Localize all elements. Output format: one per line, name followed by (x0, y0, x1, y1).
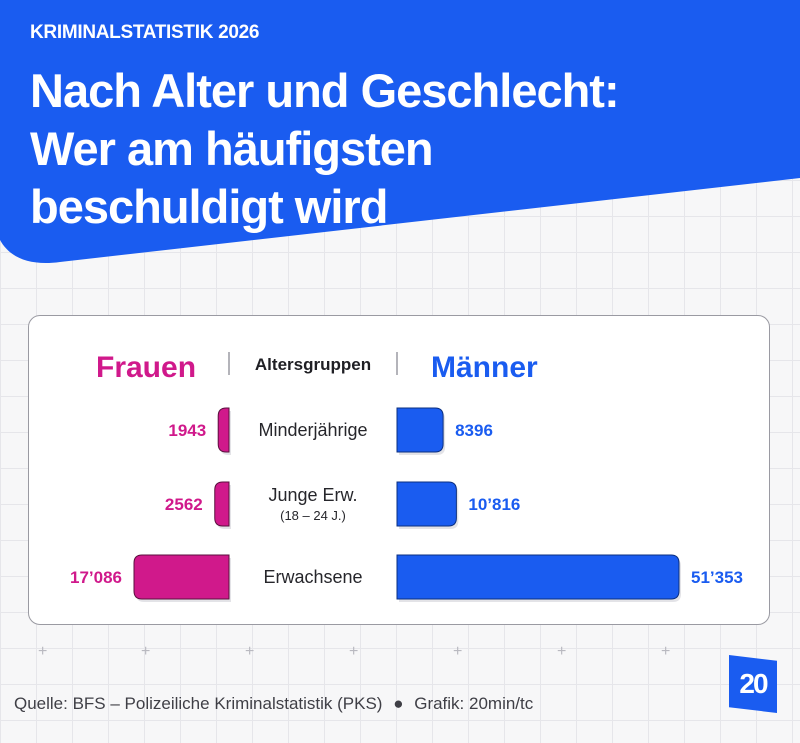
header-banner-shape (0, 0, 800, 264)
category-label-3: Erwachsene (263, 567, 362, 587)
grid-plus-marker: + (141, 643, 151, 660)
header-age-groups: Altersgruppen (255, 355, 371, 374)
value-label-men-1: 8396 (455, 421, 493, 440)
value-label-men-3: 51’353 (691, 568, 743, 587)
value-label-women-2: 2562 (165, 495, 203, 514)
chart-bars: 1943 8396 Minderjährige 2562 10’816 Junge Erw… (70, 407, 743, 602)
grid-plus-marker: + (349, 643, 359, 660)
credit-text: Grafik: 20min/tc (414, 694, 534, 713)
separator-dot: ● (393, 694, 404, 713)
value-label-women-1: 1943 (168, 421, 206, 440)
header-men: Männer (431, 351, 538, 384)
grid-plus-marker: + (557, 643, 567, 660)
page-title: Nach Alter und Geschlecht: Wer am häufig… (30, 62, 770, 236)
header-banner (0, 0, 800, 264)
grid-plus-marker: + (245, 643, 255, 660)
grid-plus-marker: + (453, 643, 463, 660)
category-label-1: Minderjährige (258, 420, 367, 440)
value-label-men-2: 10’816 (468, 495, 520, 514)
headline-line-2: Wer am häufigsten (30, 122, 434, 175)
headline-line-1: Nach Alter und Geschlecht: (30, 64, 620, 117)
bar-women-2 (214, 481, 230, 527)
grid-plus-marker: + (38, 643, 48, 660)
bar-women-3 (133, 554, 230, 600)
source-line: Quelle: BFS – Polizeiliche Kriminalstati… (14, 694, 533, 714)
source-text: Quelle: BFS – Polizeiliche Kriminalstati… (14, 694, 383, 713)
brand-logo: 20 (729, 655, 777, 713)
grid-plus-marker: + (661, 643, 671, 660)
bar-women-1 (217, 407, 230, 453)
bar-men-2 (396, 481, 457, 527)
overline: KRIMINALSTATISTIK 2026 (30, 22, 260, 43)
category-sublabel-2: (18 – 24 J.) (280, 508, 346, 523)
headline-line-3: beschuldigt wird (30, 180, 388, 233)
category-label-2: Junge Erw. (268, 485, 357, 505)
bar-men-3 (396, 554, 680, 600)
bar-men-1 (396, 407, 444, 453)
value-label-women-3: 17’086 (70, 568, 122, 587)
header-women: Frauen (96, 351, 196, 384)
